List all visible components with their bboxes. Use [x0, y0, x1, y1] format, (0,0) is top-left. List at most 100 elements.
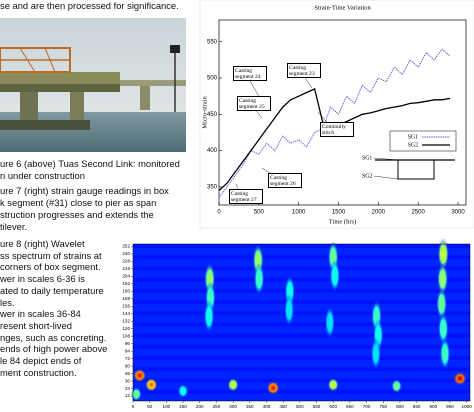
- x-tick-label: 100: [163, 404, 171, 409]
- y-tick-label: 144: [122, 311, 130, 316]
- y-tick-label: 450: [207, 112, 218, 118]
- caption-line: les.: [0, 296, 15, 308]
- background-band: [133, 344, 470, 349]
- y-tick-label: 24: [125, 386, 131, 391]
- power-spot: [266, 380, 280, 395]
- caption-line: ment construction.: [0, 366, 77, 378]
- power-spot: [437, 237, 450, 270]
- power-spot: [436, 287, 448, 320]
- power-spot: [203, 300, 215, 333]
- x-tick-label: 500: [254, 210, 265, 216]
- x-tick-label: 3000: [451, 210, 465, 216]
- x-tick-label: 1000: [292, 210, 306, 216]
- background-band: [133, 333, 470, 338]
- caption-line: ure 6 (above) Tuas Second Link: monitore…: [0, 158, 180, 169]
- x-tick-label: 0: [217, 210, 221, 216]
- background-band: [133, 311, 470, 316]
- legend-label: SG1: [408, 134, 418, 140]
- x-tick-label: 50: [147, 404, 153, 409]
- y-tick-label: 180: [122, 289, 130, 294]
- y-tick-label: 48: [125, 371, 131, 376]
- annotation: Continuity stitch: [320, 122, 354, 137]
- x-tick-label: 2500: [412, 210, 426, 216]
- legend-label: SG2: [408, 142, 418, 148]
- x-tick-label: 200: [196, 404, 204, 409]
- background-band: [133, 255, 470, 260]
- caption-line: wer in scales 6-36 is: [0, 273, 85, 285]
- y-tick-label: 156: [122, 304, 130, 309]
- y-tick-label: 84: [125, 348, 131, 353]
- background-band: [133, 277, 470, 282]
- caption-line: struction progresses and extends the: [0, 209, 154, 220]
- caption-line: nges, such as concreting.: [0, 331, 107, 343]
- x-tick-label: 0: [132, 404, 135, 409]
- background-band: [133, 322, 470, 327]
- gauge-pointer: [373, 175, 399, 180]
- background-band: [133, 367, 470, 372]
- y-tick-label: 204: [122, 274, 130, 279]
- y-tick-label: 96: [125, 341, 131, 346]
- background-band: [133, 356, 470, 360]
- power-spot: [437, 312, 449, 345]
- y-tick-label: 550: [207, 39, 218, 45]
- x-tick-label: 550: [313, 404, 321, 409]
- power-spot: [253, 262, 265, 295]
- background-band: [133, 378, 470, 383]
- photo: [0, 18, 186, 152]
- power-spot: [324, 306, 335, 339]
- plot-frame: [218, 19, 467, 206]
- annotation: Casting segment 24: [233, 66, 267, 81]
- legend-box: [389, 130, 457, 152]
- caption-line: ure 8 (right) Wavelet: [0, 238, 85, 249]
- x-tick-label: 850: [413, 404, 421, 409]
- gauge-label: SG2: [362, 173, 372, 179]
- y-tick-label: 132: [122, 318, 130, 323]
- x-tick-label: 2000: [372, 210, 386, 216]
- heatmap-frame: [132, 243, 471, 402]
- annotation: Casting segment 27: [229, 189, 263, 204]
- power-spot: [453, 371, 467, 386]
- caption-line: resent short-lived: [0, 319, 72, 331]
- power-spot: [284, 294, 295, 327]
- background-band: [133, 266, 470, 271]
- x-tick-label: 600: [329, 404, 337, 409]
- x-tick-label: 150: [179, 404, 187, 409]
- y-tick-label: 72: [125, 356, 131, 361]
- y-tick-label: 240: [122, 251, 130, 256]
- y-tick-label: 228: [122, 259, 130, 264]
- power-spot: [436, 262, 449, 295]
- x-tick-label: 450: [279, 404, 287, 409]
- x-tick-label: 500: [296, 404, 304, 409]
- caption-line: le 84 depict ends of: [0, 355, 82, 366]
- x-tick-label: 650: [346, 404, 354, 409]
- power-spot: [132, 368, 147, 383]
- x-tick-label: 400: [263, 404, 271, 409]
- annotation: Casting segment 25: [237, 96, 271, 111]
- power-spot: [327, 377, 339, 392]
- caption-line: k segment (#31) close to pier as span: [0, 197, 157, 208]
- x-tick-label: 1500: [332, 210, 346, 216]
- x-tick-label: 700: [363, 404, 371, 409]
- y-tick-label: 168: [122, 296, 130, 301]
- gauge-label: SG1: [362, 155, 372, 161]
- annotation: Casting segment 26: [268, 173, 302, 188]
- y-tick-label: 500: [207, 76, 218, 82]
- x-tick-label: 350: [246, 404, 254, 409]
- caption-line: ends of high power above: [0, 343, 108, 355]
- y-axis-label: Micro-strain: [201, 96, 208, 129]
- y-tick-label: 192: [122, 281, 130, 286]
- x-tick-label: 800: [396, 404, 404, 409]
- background-band: [133, 300, 470, 304]
- caption-line: ss spectrum of strains at: [0, 249, 102, 261]
- caption-line: tilever.: [0, 221, 28, 232]
- power-spot: [391, 379, 403, 394]
- y-tick-label: 12: [125, 393, 131, 398]
- x-tick-label: 300: [229, 404, 237, 409]
- gauge-pointer: [373, 157, 399, 161]
- power-spot: [439, 337, 451, 370]
- power-spot: [177, 384, 189, 399]
- power-spot: [227, 377, 239, 392]
- x-axis-label: Time (hrs): [329, 218, 356, 225]
- caption-line: n under construction: [0, 170, 85, 181]
